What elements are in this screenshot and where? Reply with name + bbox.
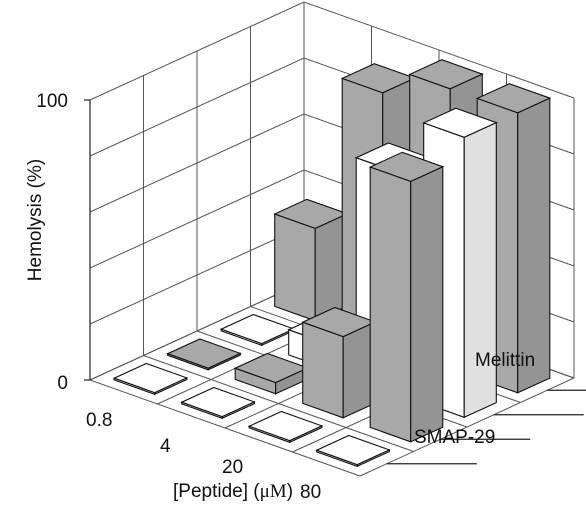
bar-top-face <box>368 151 445 182</box>
z-tick-label-0: 0 <box>57 373 68 394</box>
bar-top-face <box>112 362 189 394</box>
bar-s3-c0 <box>273 198 349 322</box>
bar-top-face <box>315 434 391 466</box>
bar-top-face <box>422 107 498 138</box>
x-tick-label-1: 4 <box>160 436 171 457</box>
floor-line-cat-0 <box>89 281 305 381</box>
chart-bars <box>112 59 552 468</box>
gridline-z-5 <box>89 1 575 101</box>
bar-s1-c2 <box>301 306 377 419</box>
bar-side-face <box>463 121 497 419</box>
bar-front-face <box>302 321 344 419</box>
bar-s2-c0 <box>219 313 296 347</box>
bar-s1-c1 <box>233 352 310 395</box>
bar-s0-c0 <box>112 362 189 396</box>
y-axis-label: Hemolysis (%) <box>25 159 46 281</box>
bar-side-face <box>410 165 444 443</box>
bar-top-face <box>180 386 256 418</box>
bar-front-face <box>274 213 316 322</box>
bar-top-face <box>475 83 552 114</box>
x-tick-label-0: 0.8 <box>86 410 112 431</box>
x-tick-label-3: 80 <box>300 482 321 503</box>
bar-top-face <box>247 410 324 442</box>
bar-side-face <box>517 97 551 394</box>
bar-s1-c0 <box>166 338 242 371</box>
series-label-smap29: SMAP-29 <box>414 427 495 448</box>
bar-top-face <box>219 313 296 345</box>
chart-labels: 0 100 Hemolysis (%) 0.8 4 20 80 [Peptide… <box>25 91 535 503</box>
bar-s0-c2 <box>247 410 324 444</box>
bar-front-face <box>369 166 412 443</box>
bar-s1-c3 <box>368 151 445 443</box>
bar-top-face <box>166 338 242 369</box>
z-tick-label-100: 100 <box>36 91 68 112</box>
bar-top-face <box>408 59 484 90</box>
x-axis-label: [Peptide] (μM) <box>173 481 293 502</box>
floor-line-cat-4 <box>359 377 575 477</box>
bar-s0-c1 <box>180 386 256 420</box>
x-tick-label-2: 20 <box>222 457 243 478</box>
series-label-melittin: Melittin <box>475 350 535 371</box>
bar-s0-c3 <box>315 434 391 468</box>
